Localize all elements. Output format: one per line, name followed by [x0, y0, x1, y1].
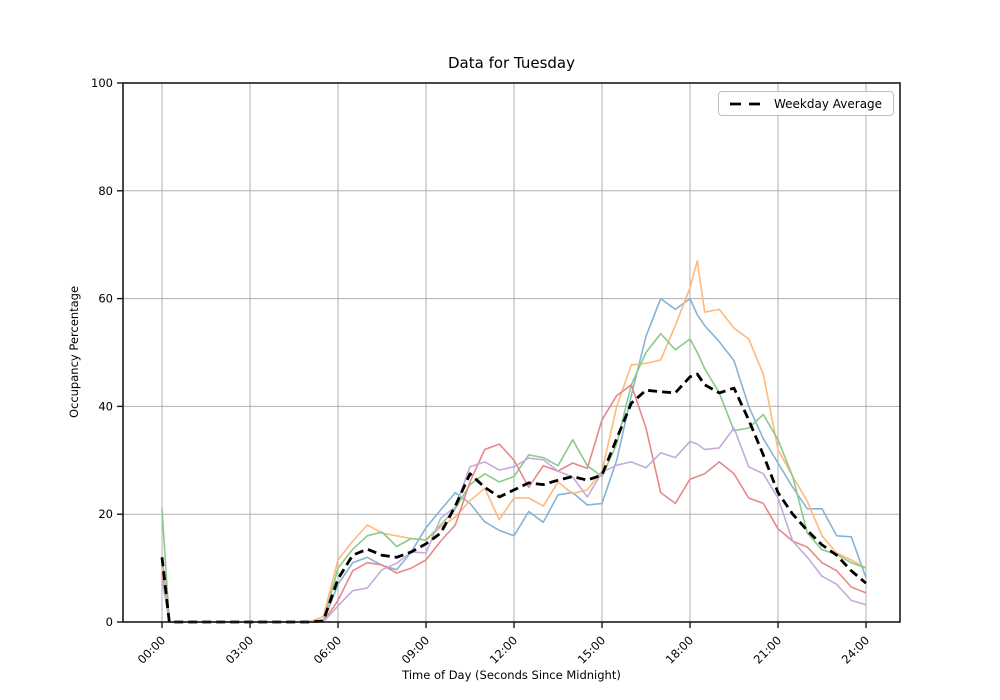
x-tick-label: 03:00 [223, 633, 256, 666]
grid-lines [123, 82, 900, 623]
y-axis-label: Occupancy Percentage [67, 285, 81, 419]
chart-title: Data for Tuesday [447, 54, 575, 72]
x-tick-label: 12:00 [487, 633, 520, 666]
legend-box: Weekday Average [718, 91, 894, 116]
x-tick-label: 06:00 [311, 633, 344, 666]
y-tick-label: 60 [98, 292, 113, 306]
x-axis-label: Time of Day (Seconds Since Midnight) [402, 668, 621, 682]
legend-entry-label: Weekday Average [774, 96, 883, 111]
x-tick-label: 18:00 [663, 633, 696, 666]
y-axis-ticks: 0 20 40 60 80 100 [91, 76, 123, 629]
y-tick-label: 20 [98, 507, 113, 521]
legend-dashed-line-sample [730, 102, 764, 105]
x-tick-label: 00:00 [135, 633, 168, 666]
x-tick-label: 21:00 [751, 633, 784, 666]
y-tick-label: 80 [98, 184, 113, 198]
y-tick-label: 100 [91, 76, 113, 90]
x-tick-label: 24:00 [839, 633, 872, 666]
x-axis-ticks: 00:00 03:00 06:00 09:00 12:00 15:00 18:00 21:00… [135, 622, 872, 667]
x-tick-label: 09:00 [399, 633, 432, 666]
y-tick-label: 0 [106, 615, 113, 629]
y-tick-label: 40 [98, 399, 113, 413]
plot-border [122, 82, 901, 623]
x-tick-label: 15:00 [575, 633, 608, 666]
weekday-average-line [160, 372, 867, 624]
